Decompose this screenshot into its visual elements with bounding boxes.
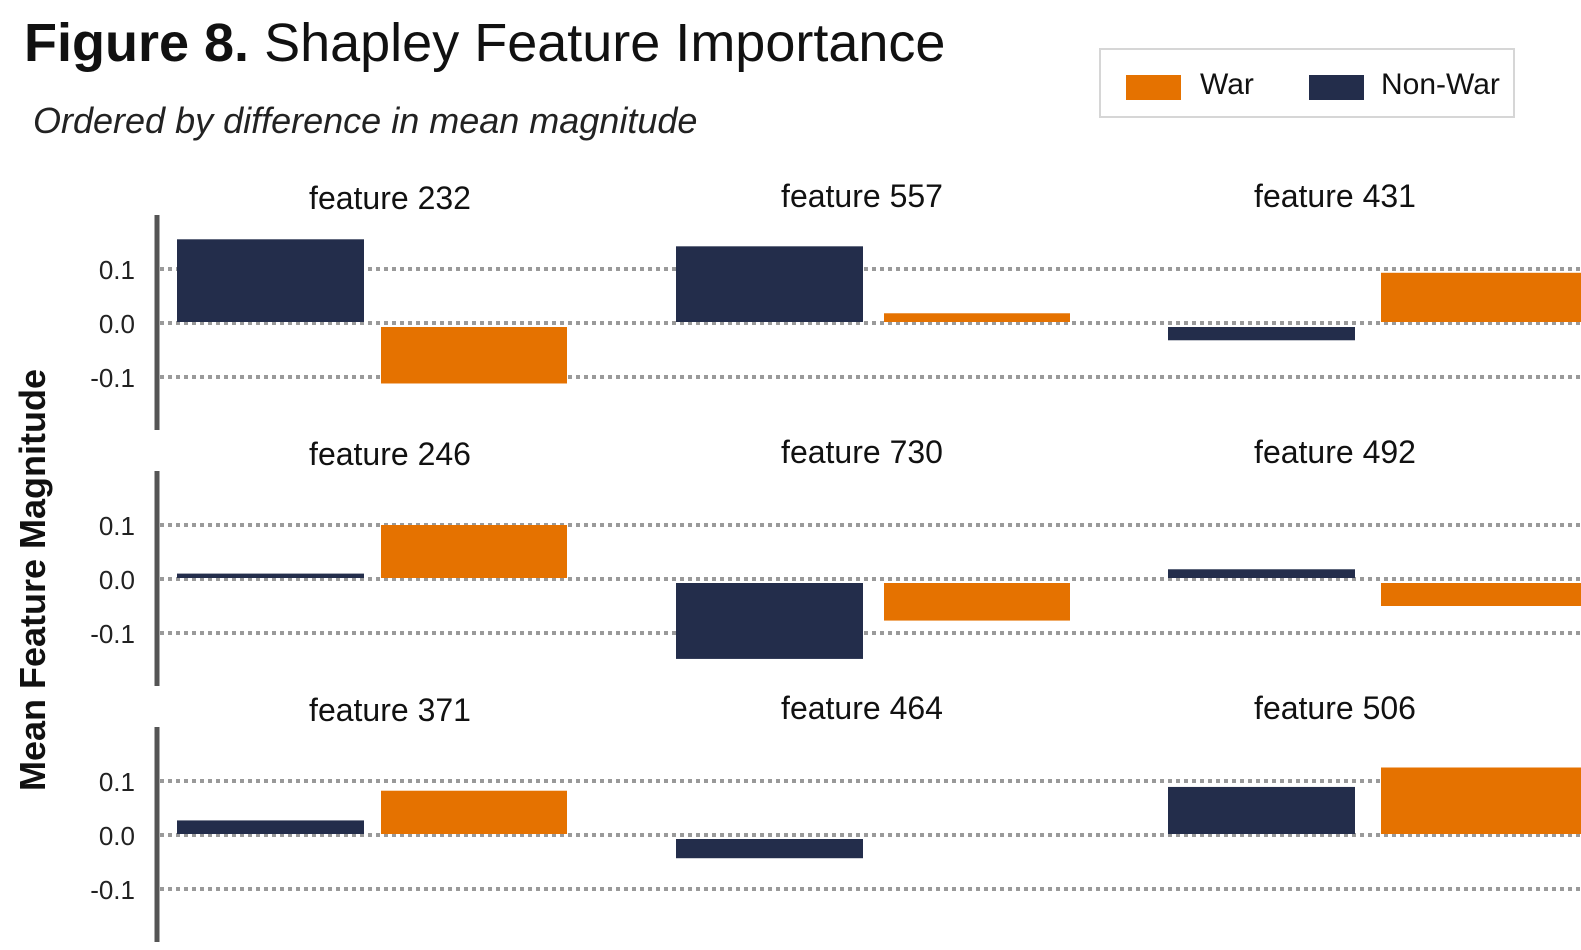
bar-war [381, 525, 567, 578]
y-tick-label: -0.1 [90, 619, 135, 649]
panel-title: feature 557 [781, 178, 943, 214]
panel-title: feature 246 [309, 436, 471, 472]
bar-non-war [1168, 327, 1355, 341]
bar-non-war [676, 839, 863, 859]
bar-non-war [676, 246, 863, 322]
bar-war [1381, 767, 1581, 834]
y-tick-label: 0.1 [99, 767, 135, 797]
panel-title: feature 492 [1254, 434, 1416, 470]
bar-war [1381, 583, 1581, 606]
bar-non-war [177, 573, 364, 578]
y-tick-label: -0.1 [90, 363, 135, 393]
y-tick-label: 0.1 [99, 255, 135, 285]
y-tick-label: 0.0 [99, 309, 135, 339]
bar-war [381, 790, 567, 834]
bar-war [884, 583, 1070, 621]
y-tick-label: 0.1 [99, 511, 135, 541]
chart-title: Figure 8. Shapley Feature Importance [24, 10, 945, 76]
legend-swatch-war [1126, 75, 1181, 100]
chart-subtitle: Ordered by difference in mean magnitude [33, 100, 698, 141]
legend-label-non-war: Non-War [1381, 68, 1500, 101]
bar-non-war [676, 583, 863, 659]
panel-title: feature 431 [1254, 178, 1416, 214]
legend-swatch-non-war [1309, 75, 1364, 100]
panel-title: feature 232 [309, 180, 471, 216]
figure-number: Figure 8. [24, 13, 250, 73]
bar-war [884, 313, 1070, 322]
figure-title-text: Shapley Feature Importance [264, 13, 946, 73]
bar-non-war [1168, 786, 1355, 834]
y-tick-label: 0.0 [99, 821, 135, 851]
panel-title: feature 730 [781, 434, 943, 470]
bar-non-war [1168, 569, 1355, 578]
panel-title: feature 464 [781, 690, 943, 726]
legend-label-war: War [1200, 68, 1254, 101]
panel-title: feature 371 [309, 692, 471, 728]
y-tick-label: -0.1 [90, 875, 135, 905]
legend: War Non-War [1099, 48, 1515, 118]
y-tick-label: 0.0 [99, 565, 135, 595]
panel-title: feature 506 [1254, 690, 1416, 726]
bar-non-war [177, 239, 364, 322]
bar-war [1381, 272, 1581, 322]
bar-non-war [177, 820, 364, 834]
bar-war [381, 327, 567, 384]
